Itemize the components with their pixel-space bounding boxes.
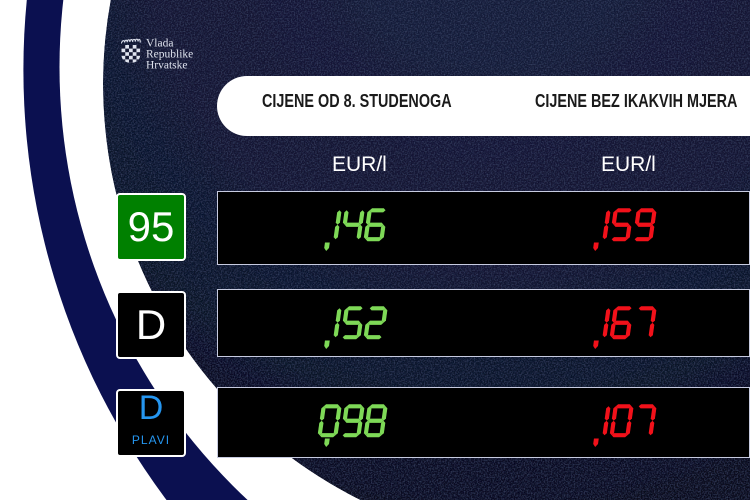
svg-text:Hrvatske: Hrvatske — [146, 60, 188, 72]
